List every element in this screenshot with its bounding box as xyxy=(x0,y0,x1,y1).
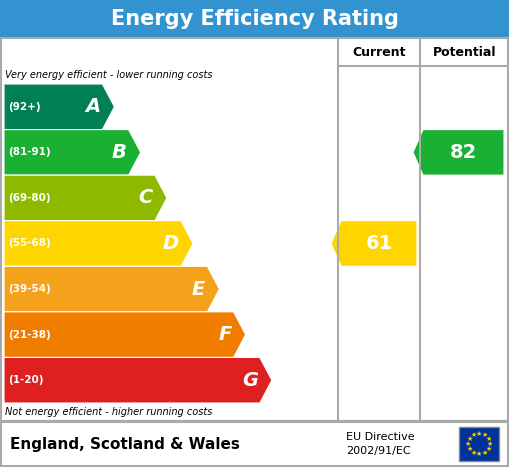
Text: G: G xyxy=(242,371,258,390)
Text: Energy Efficiency Rating: Energy Efficiency Rating xyxy=(110,9,399,29)
Text: ★: ★ xyxy=(482,432,488,439)
Text: England, Scotland & Wales: England, Scotland & Wales xyxy=(10,437,240,452)
Text: (69-80): (69-80) xyxy=(8,193,50,203)
Bar xyxy=(459,427,499,461)
Text: (92+): (92+) xyxy=(8,102,41,112)
Text: Current: Current xyxy=(352,45,406,58)
Polygon shape xyxy=(4,175,167,221)
Polygon shape xyxy=(413,129,504,175)
Text: ★: ★ xyxy=(486,436,492,442)
Text: ★: ★ xyxy=(486,446,492,452)
Text: ★: ★ xyxy=(487,441,493,447)
Text: 2002/91/EC: 2002/91/EC xyxy=(346,446,411,456)
Polygon shape xyxy=(4,266,219,312)
Text: D: D xyxy=(163,234,179,253)
Text: ★: ★ xyxy=(476,431,482,437)
Polygon shape xyxy=(4,312,246,357)
Text: ★: ★ xyxy=(465,441,471,447)
Bar xyxy=(1,422,508,466)
Text: (55-68): (55-68) xyxy=(8,239,51,248)
Bar xyxy=(0,0,509,38)
Text: F: F xyxy=(218,325,232,344)
Text: B: B xyxy=(112,143,127,162)
Text: Very energy efficient - lower running costs: Very energy efficient - lower running co… xyxy=(5,70,212,80)
Polygon shape xyxy=(4,129,140,175)
Text: C: C xyxy=(138,188,153,207)
Text: Not energy efficient - higher running costs: Not energy efficient - higher running co… xyxy=(5,407,212,417)
Text: ★: ★ xyxy=(482,450,488,456)
Text: ★: ★ xyxy=(470,450,476,456)
Text: ★: ★ xyxy=(466,446,472,452)
Text: E: E xyxy=(192,280,205,298)
Text: (81-91): (81-91) xyxy=(8,148,50,157)
Text: (21-38): (21-38) xyxy=(8,330,51,340)
Text: ★: ★ xyxy=(470,432,476,439)
Polygon shape xyxy=(4,357,272,403)
Polygon shape xyxy=(331,221,417,266)
Text: A: A xyxy=(86,97,100,116)
Text: 82: 82 xyxy=(450,143,477,162)
Polygon shape xyxy=(4,221,193,266)
Text: EU Directive: EU Directive xyxy=(346,432,415,442)
Text: ★: ★ xyxy=(466,436,472,442)
Bar xyxy=(1,38,508,421)
Text: (1-20): (1-20) xyxy=(8,375,43,385)
Text: Potential: Potential xyxy=(433,45,496,58)
Text: (39-54): (39-54) xyxy=(8,284,51,294)
Text: ★: ★ xyxy=(476,451,482,457)
Polygon shape xyxy=(4,84,115,129)
Text: 61: 61 xyxy=(365,234,392,253)
